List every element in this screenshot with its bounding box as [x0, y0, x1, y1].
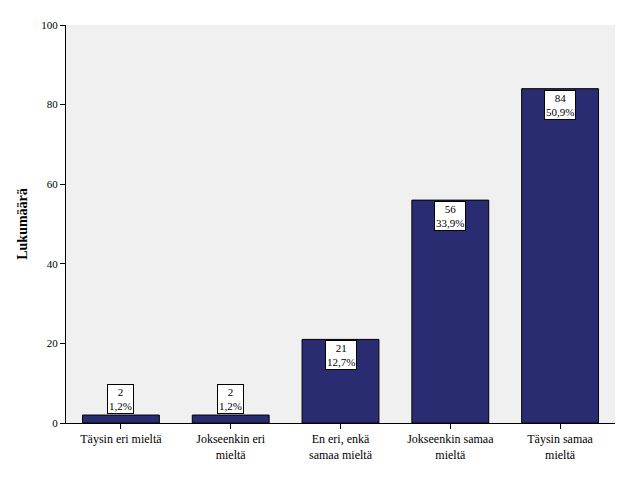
svg-text:5633,9%: 5633,9% [436, 203, 464, 229]
svg-text:80: 80 [47, 98, 59, 110]
svg-text:0: 0 [52, 417, 58, 429]
svg-text:8450,9%: 8450,9% [546, 92, 574, 118]
svg-text:En eri, enkäsamaa mieltä: En eri, enkäsamaa mieltä [309, 432, 373, 462]
svg-text:60: 60 [47, 178, 59, 190]
svg-text:2112,7%: 2112,7% [327, 342, 355, 368]
svg-text:21,2%: 21,2% [219, 386, 242, 412]
svg-text:20: 20 [47, 337, 59, 349]
svg-text:100: 100 [41, 19, 58, 31]
svg-text:40: 40 [47, 258, 59, 270]
svg-text:Jokseenkin samaamieltä: Jokseenkin samaamieltä [407, 432, 494, 462]
svg-text:Täysin eri mieltä: Täysin eri mieltä [80, 432, 162, 446]
svg-text:Täysin samaamieltä: Täysin samaamieltä [527, 432, 593, 462]
svg-text:21,2%: 21,2% [109, 386, 132, 412]
svg-text:Jokseenkin erimieltä: Jokseenkin erimieltä [196, 432, 266, 462]
svg-text:Lukumäärä: Lukumäärä [15, 188, 30, 260]
